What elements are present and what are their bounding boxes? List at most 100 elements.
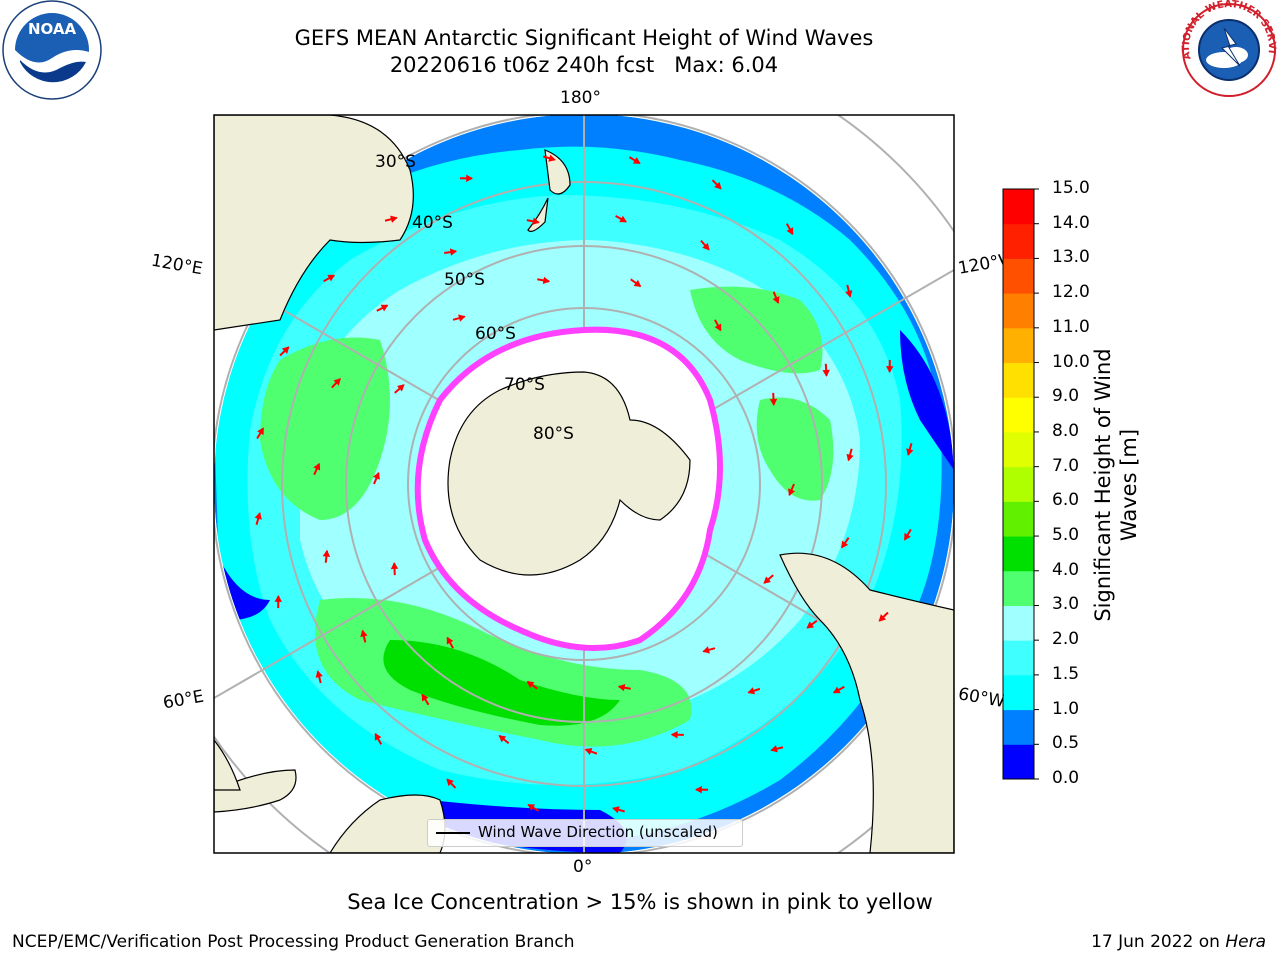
lat-label-30s: 30°S [375, 152, 416, 172]
wave-arrow-head [702, 242, 710, 251]
wave-arrow-head [714, 181, 722, 190]
wave-arrow-head [617, 683, 626, 692]
colorbar-frame [1002, 188, 1035, 780]
wave-arrow-head [822, 369, 830, 377]
wave-arrow-head [274, 595, 283, 602]
wave-arrow-head [769, 398, 778, 406]
wave-arrow-head [527, 804, 536, 811]
colorbar-tick-label: 7.0 [1052, 455, 1080, 476]
wave-arrow-head [421, 693, 429, 702]
new-zealand [527, 149, 571, 232]
wave-arrow-head [584, 748, 593, 756]
colorbar-tick-label: 9.0 [1052, 386, 1080, 407]
noaa-logo: NOAA [2, 0, 102, 100]
legend-line [436, 832, 470, 834]
footer-date-text: 17 Jun 2022 on [1091, 932, 1220, 952]
wave-arrow-head [532, 217, 540, 225]
colorbar-segment [1003, 674, 1034, 711]
colorbar-tick-label: 5.0 [1052, 525, 1080, 546]
wave-arrow-head [333, 378, 341, 386]
colorbar-segment [1003, 258, 1034, 294]
colorbar-segment [1003, 362, 1034, 398]
footer-date: 17 Jun 2022 on Hera [1091, 932, 1266, 952]
colorbar-tick-label: 0.5 [1052, 733, 1080, 754]
wave-arrow-head [526, 681, 535, 689]
lat-label-60s: 60°S [475, 324, 516, 344]
colorbar-segment [1003, 327, 1034, 364]
wave-arrow-head [281, 346, 290, 354]
wave-arrow-head [714, 323, 722, 332]
colorbar-tick-label: 6.0 [1052, 490, 1080, 511]
antarctica [447, 371, 691, 576]
colorbar-segment [1003, 640, 1034, 676]
wave-arrow-head [374, 732, 382, 741]
wave-arrow-head [446, 636, 454, 645]
wave-arrow-head [788, 488, 795, 497]
colorbar-tick-label: 0.0 [1052, 768, 1080, 788]
colorbar-tick-label: 1.5 [1052, 663, 1080, 684]
wave-arrow-head [446, 778, 454, 787]
chart-subtitle: 20220616 t06z 240h fcst Max: 6.04 [389, 53, 779, 77]
lat-label-50s: 50°S [444, 270, 485, 290]
wave-arrow-head [397, 384, 405, 392]
wave-arrow-head [315, 670, 323, 678]
wave-arrow-head [373, 471, 380, 480]
wave-arrow-head [498, 735, 507, 743]
wave-arrow-head [313, 462, 321, 471]
nws-logo: NATIONAL WEATHER SERVICE [1178, 0, 1277, 98]
map-legend: Wind Wave Direction (unscaled) [427, 819, 743, 847]
colorbar-tick-label: 13.0 [1052, 247, 1090, 268]
wave-arrow-head [380, 304, 389, 312]
lat-label-80s: 80°S [533, 424, 574, 444]
colorbar-segment [1003, 223, 1034, 259]
lat-label-70s: 70°S [504, 375, 545, 395]
wave-arrow-head [832, 686, 841, 694]
wave-direction-arrows [254, 154, 914, 814]
colorbar-segment [1003, 744, 1034, 780]
noaa-logo-text: NOAA [28, 20, 77, 38]
colorbar-tick-label: 8.0 [1052, 420, 1080, 441]
colorbar-tick-label: 14.0 [1052, 212, 1090, 233]
wave-arrow-head [449, 248, 458, 256]
chart-title: GEFS MEAN Antarctic Significant Height o… [294, 26, 874, 50]
wave-arrow-head [786, 227, 794, 236]
colorbar-tick-label: 11.0 [1052, 316, 1090, 337]
colorbar-title: Significant Height of Wind Waves [m] [1091, 348, 1141, 622]
colorbar-tick-label: 4.0 [1052, 559, 1080, 580]
wave-arrow-head [763, 576, 771, 584]
colorbar [1003, 188, 1039, 780]
wave-arrow-head [390, 215, 398, 223]
wave-arrow-head [257, 427, 264, 436]
sea-ice-note: Sea Ice Concentration > 15% is shown in … [347, 890, 933, 914]
colorbar-segment [1003, 709, 1034, 745]
wave-arrow-head [254, 512, 262, 520]
wave-arrow-head [702, 646, 710, 654]
wave-arrow-head [548, 154, 556, 162]
colorbar-segment [1003, 397, 1034, 433]
footer-credit: NCEP/EMC/Verification Post Processing Pr… [12, 932, 575, 952]
wave-arrow-head [695, 785, 702, 794]
wave-arrow-head [770, 745, 778, 753]
colorbar-segment [1003, 431, 1034, 468]
colorbar-tick-label: 12.0 [1052, 282, 1090, 303]
colorbar-segment [1003, 570, 1034, 606]
legend-label: Wind Wave Direction (unscaled) [478, 823, 718, 841]
wave-arrow-head [845, 290, 853, 298]
wave-arrow-head [542, 276, 551, 285]
footer-host: Hera [1225, 932, 1266, 952]
colorbar-tick-label: 1.0 [1052, 698, 1080, 719]
southern-africa [214, 739, 241, 791]
lat-label-40s: 40°S [412, 213, 453, 233]
lon-label-180: 180° [560, 88, 601, 108]
wave-arrow-head [747, 687, 756, 695]
lon-label-0: 0° [573, 857, 593, 877]
wave-arrow-head [619, 215, 627, 223]
wave-arrow-head [322, 549, 331, 557]
australia [214, 115, 414, 331]
wave-arrow-head [806, 621, 815, 629]
wave-arrow-head [772, 296, 780, 304]
south-america [779, 552, 954, 853]
wave-arrow-head [390, 562, 399, 570]
colorbar-tick-label: 15.0 [1052, 178, 1090, 198]
